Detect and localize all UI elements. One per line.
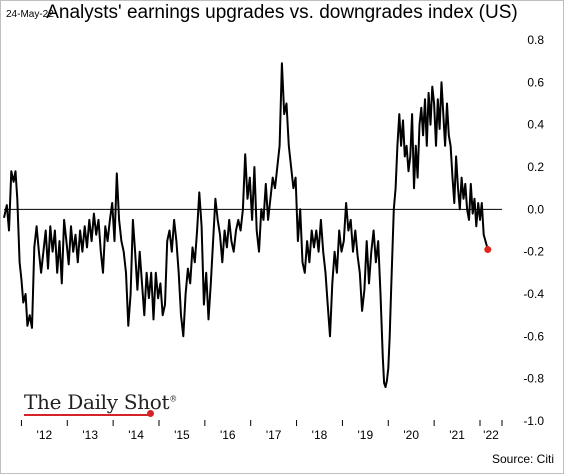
x-tick-label: '21: [449, 428, 465, 442]
y-tick-label: 0.0: [527, 202, 544, 216]
x-tick-label: '22: [483, 428, 499, 442]
source-label: Source: Citi: [491, 452, 554, 466]
x-tick-label: '20: [403, 428, 419, 442]
logo-dot-icon: [147, 410, 154, 417]
y-tick-label: 0.4: [527, 118, 544, 132]
chart-title: Analysts' earnings upgrades vs. downgrad…: [46, 2, 518, 23]
y-tick-label: 0.2: [527, 160, 544, 174]
latest-value-marker: [484, 246, 492, 254]
y-tick-label: -0.6: [523, 329, 544, 343]
logo-text: The Daily Shot: [24, 390, 170, 414]
x-tick-label: '18: [312, 428, 328, 442]
x-tick-label: '19: [358, 428, 374, 442]
logo-underline: [24, 414, 152, 416]
x-tick-label: '12: [37, 428, 53, 442]
series-line: [3, 62, 489, 389]
date-label: 24-May-22: [6, 9, 54, 20]
daily-shot-logo: The Daily Shot®: [24, 390, 177, 414]
y-tick-label: -1.0: [523, 414, 544, 428]
x-tick-label: '13: [82, 428, 98, 442]
y-tick-label: -0.2: [523, 245, 544, 259]
y-tick-label: -0.8: [523, 372, 544, 386]
y-tick-label: 0.6: [527, 75, 544, 89]
y-tick-label: 0.8: [527, 33, 544, 47]
x-tick-label: '16: [220, 428, 236, 442]
x-tick-label: '17: [266, 428, 282, 442]
logo-registered-mark: ®: [169, 394, 177, 404]
x-tick-label: '15: [174, 428, 190, 442]
y-tick-label: -0.4: [523, 287, 544, 301]
x-tick-label: '14: [128, 428, 144, 442]
